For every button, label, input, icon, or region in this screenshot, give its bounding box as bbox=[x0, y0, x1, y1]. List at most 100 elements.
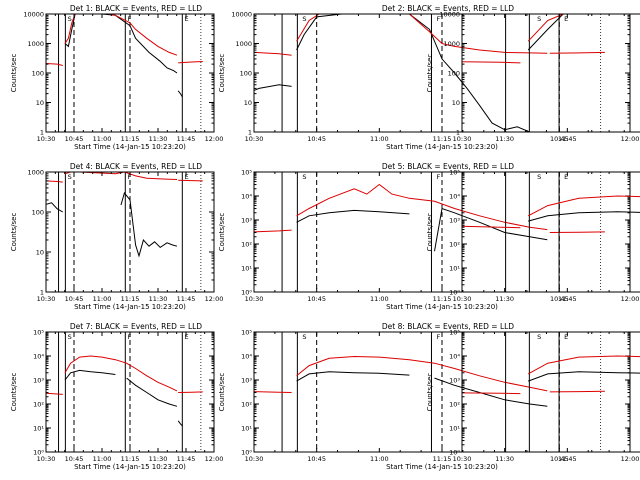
x-tick-label: 11:00 bbox=[93, 295, 112, 303]
series-line-events bbox=[64, 369, 116, 381]
series-line-events bbox=[528, 211, 640, 222]
series-line-events bbox=[434, 377, 548, 407]
series-line-lld bbox=[254, 51, 292, 56]
series-line-events bbox=[296, 209, 410, 223]
x-tick-label: 10:30 bbox=[37, 135, 56, 143]
x-tick-label: 11:45 bbox=[558, 455, 577, 463]
series-line-events bbox=[46, 202, 64, 213]
x-tick-label: 11:30 bbox=[495, 455, 514, 463]
panel-det-4: 1 10 100 1000 10:30 10:45 11:00 11:15 11:30 11:45… bbox=[10, 162, 223, 311]
y-tick-label: 10¹ bbox=[241, 425, 252, 433]
series-line-lld bbox=[254, 229, 292, 233]
y-tick-label: 10⁰ bbox=[241, 289, 252, 297]
panel-det-6: 10⁰10¹10²10³10⁴10⁵10:3010:4511:0011:1511… bbox=[426, 169, 640, 303]
x-tick-label: 11:30 bbox=[149, 455, 168, 463]
y-tick-label: 10000 bbox=[23, 11, 44, 19]
interval-marker-e: E bbox=[564, 173, 568, 181]
series-line-lld bbox=[462, 392, 521, 395]
series-line-events bbox=[64, 14, 178, 74]
interval-marker-s: S bbox=[68, 333, 72, 341]
interval-marker-s: S bbox=[537, 15, 541, 23]
y-axis-label: Counts/sec bbox=[218, 54, 226, 93]
interval-marker-f: F bbox=[128, 173, 132, 181]
y-tick-label: 10¹ bbox=[241, 265, 252, 273]
panel-title: Det 5: BLACK = Events, RED = LLD bbox=[382, 162, 514, 171]
y-tick-label: 10¹ bbox=[449, 425, 460, 433]
x-tick-label: 10:45 bbox=[307, 455, 326, 463]
interval-marker-e: E bbox=[185, 333, 189, 341]
y-tick-label: 10⁰ bbox=[33, 449, 44, 457]
series-line-events bbox=[177, 420, 183, 427]
y-tick-label: 10⁴ bbox=[33, 353, 44, 361]
x-tick-label: 10:45 bbox=[65, 295, 84, 303]
x-axis-label: Start Time (14-Jan-15 10:23:20) bbox=[386, 463, 498, 471]
x-axis-label: Start Time (14-Jan-15 10:23:20) bbox=[386, 143, 498, 151]
x-tick-label: 10:30 bbox=[245, 135, 264, 143]
y-tick-label: 10⁵ bbox=[241, 329, 252, 337]
y-tick-label: 10⁰ bbox=[449, 449, 460, 457]
x-tick-label: 11:45 bbox=[177, 135, 196, 143]
x-tick-label: 11:00 bbox=[93, 455, 112, 463]
series-line-lld bbox=[296, 183, 548, 231]
panel-det-9: 10⁰10¹10²10³10⁴10⁵10:3010:4511:0011:1511… bbox=[426, 329, 640, 463]
y-tick-label: 10³ bbox=[241, 217, 252, 225]
panel-title: Det 1: BLACK = Events, RED = LLD bbox=[70, 4, 202, 13]
series-line-lld bbox=[549, 51, 605, 54]
y-tick-label: 10² bbox=[449, 401, 460, 409]
y-tick-label: 10⁰ bbox=[449, 289, 460, 297]
x-tick-label: 11:00 bbox=[370, 455, 389, 463]
y-tick-label: 10⁵ bbox=[33, 329, 44, 337]
series-line-lld bbox=[527, 195, 640, 217]
y-tick-label: 1 bbox=[40, 129, 44, 137]
x-tick-label: 11:00 bbox=[370, 135, 389, 143]
y-tick-label: 1000 bbox=[443, 40, 460, 48]
plot-frame bbox=[461, 171, 640, 293]
x-tick-label: 11:15 bbox=[121, 135, 140, 143]
series-line-lld bbox=[296, 14, 548, 54]
x-tick-label: 11:15 bbox=[433, 455, 452, 463]
series-line-lld bbox=[254, 391, 292, 393]
y-tick-label: 10⁰ bbox=[241, 449, 252, 457]
x-tick-label: 10:30 bbox=[245, 455, 264, 463]
y-tick-label: 100 bbox=[32, 70, 44, 78]
series-line-lld bbox=[462, 61, 521, 64]
panel-det-1: 1 10 100 1000 10000 10:30 10:45 11:00 11:15 11:30… bbox=[10, 4, 223, 151]
series-line-events bbox=[528, 371, 640, 382]
y-tick-label: 100 bbox=[448, 70, 460, 78]
x-tick-label: 10:45 bbox=[550, 455, 569, 463]
y-tick-label: 10⁴ bbox=[449, 193, 460, 201]
y-tick-label: 10⁵ bbox=[449, 169, 460, 177]
panel-det-3: 11010010001000010:3010:4511:0011:1511:30… bbox=[426, 11, 640, 143]
y-axis-label: Counts/sec bbox=[218, 213, 226, 252]
series-line-events bbox=[527, 14, 640, 51]
series-line-lld bbox=[178, 61, 203, 64]
x-tick-label: 11:15 bbox=[433, 295, 452, 303]
y-tick-label: 10⁴ bbox=[241, 353, 252, 361]
x-tick-label: 12:00 bbox=[621, 455, 640, 463]
x-tick-label: 11:15 bbox=[121, 455, 140, 463]
y-tick-label: 1000 bbox=[27, 169, 44, 177]
interval-marker-s: S bbox=[302, 15, 306, 23]
x-tick-label: 12:00 bbox=[205, 135, 224, 143]
y-tick-label: 10² bbox=[33, 401, 44, 409]
y-tick-label: 10² bbox=[241, 401, 252, 409]
panel-title: Det 7: BLACK = Events, RED = LLD bbox=[70, 322, 202, 331]
y-axis-label: Counts/sec bbox=[426, 54, 434, 93]
series-line-events bbox=[46, 91, 47, 93]
y-tick-label: 10 bbox=[452, 99, 460, 107]
x-tick-label: 11:45 bbox=[558, 135, 577, 143]
y-tick-label: 10000 bbox=[439, 11, 460, 19]
x-tick-label: 10:30 bbox=[245, 295, 264, 303]
series-line-events bbox=[120, 191, 178, 258]
y-tick-label: 10⁴ bbox=[449, 353, 460, 361]
y-tick-label: 10⁵ bbox=[241, 169, 252, 177]
y-axis-label: Counts/sec bbox=[218, 373, 226, 412]
y-tick-label: 10⁴ bbox=[241, 193, 252, 201]
x-axis-label: Start Time (14-Jan-15 10:23:20) bbox=[74, 143, 186, 151]
y-tick-label: 10 bbox=[36, 99, 44, 107]
interval-marker-s: S bbox=[68, 15, 72, 23]
x-tick-label: 12:00 bbox=[621, 295, 640, 303]
x-axis-label: Start Time (14-Jan-15 10:23:20) bbox=[74, 463, 186, 471]
x-tick-label: 11:00 bbox=[93, 135, 112, 143]
interval-marker-f: F bbox=[436, 333, 440, 341]
